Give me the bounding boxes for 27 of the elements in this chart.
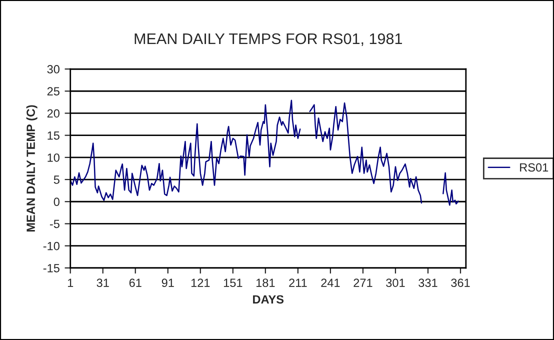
chart-title: MEAN DAILY TEMPS FOR RS01, 1981 <box>134 33 402 46</box>
x-tick-label: 301 <box>386 278 405 288</box>
x-axis-title: DAYS <box>253 295 284 304</box>
y-tick-label: 0 <box>54 198 60 206</box>
x-tick-label: 91 <box>162 278 174 288</box>
x-tick-label: 151 <box>224 278 242 288</box>
y-tick-label: 30 <box>47 65 60 74</box>
x-tick-label: 61 <box>129 278 142 288</box>
y-tick-label: -5 <box>50 220 60 228</box>
x-tick-label: 121 <box>191 278 210 287</box>
y-tick-label: -10 <box>43 242 60 250</box>
y-tick-label: 10 <box>48 153 60 162</box>
x-tick-label: 181 <box>256 278 275 288</box>
x-tick-label: 241 <box>321 278 340 287</box>
x-tick-label: 211 <box>289 278 307 287</box>
x-tick-label: 331 <box>418 278 438 288</box>
x-tick-label: 31 <box>96 278 109 288</box>
x-tick-label: 361 <box>451 278 470 288</box>
y-tick-label: 20 <box>47 109 60 118</box>
y-tick-label: 15 <box>48 131 60 140</box>
x-tick-label: 1 <box>68 278 74 287</box>
x-tick-label: 271 <box>354 278 372 287</box>
legend-label: RS01 <box>520 163 548 172</box>
y-tick-label: 25 <box>47 87 60 96</box>
y-tick-label: 5 <box>54 176 60 184</box>
y-axis-title: MEAN DAILY TEMP (C) <box>26 105 38 232</box>
y-tick-label: -15 <box>43 264 60 272</box>
